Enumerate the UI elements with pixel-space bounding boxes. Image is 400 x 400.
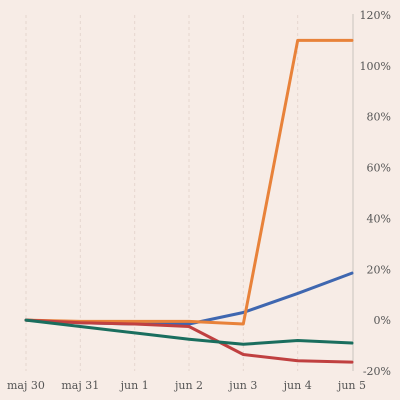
y-tick-label: -20% bbox=[363, 365, 391, 378]
x-tick-label: jun 4 bbox=[282, 379, 312, 392]
series-line-3 bbox=[24, 318, 354, 364]
x-tick-label: jun 5 bbox=[336, 379, 366, 392]
y-tick-label: 100% bbox=[360, 60, 391, 73]
x-tick-label: maj 31 bbox=[61, 379, 99, 392]
chart-grid bbox=[25, 15, 299, 371]
y-tick-label: 60% bbox=[367, 162, 391, 175]
y-tick-label: 80% bbox=[367, 111, 391, 124]
x-tick-label: jun 3 bbox=[227, 379, 257, 392]
x-axis-tick-labels: maj 30 maj 31 jun 1 jun 2 jun 3 jun 4 jun 5 bbox=[7, 379, 366, 392]
x-tick-label: jun 2 bbox=[173, 379, 203, 392]
y-tick-label: 120% bbox=[360, 9, 391, 22]
x-tick-label: jun 1 bbox=[119, 379, 149, 392]
y-axis-tick-labels: 120% 100% 80% 60% 40% 20% 0% -20% bbox=[360, 9, 391, 378]
x-tick-label: maj 30 bbox=[7, 379, 45, 392]
y-tick-label: 0% bbox=[374, 314, 391, 327]
series-line-4 bbox=[24, 318, 354, 346]
y-tick-label: 20% bbox=[367, 263, 391, 276]
chart-series bbox=[24, 38, 354, 364]
y-tick-label: 40% bbox=[367, 212, 391, 225]
